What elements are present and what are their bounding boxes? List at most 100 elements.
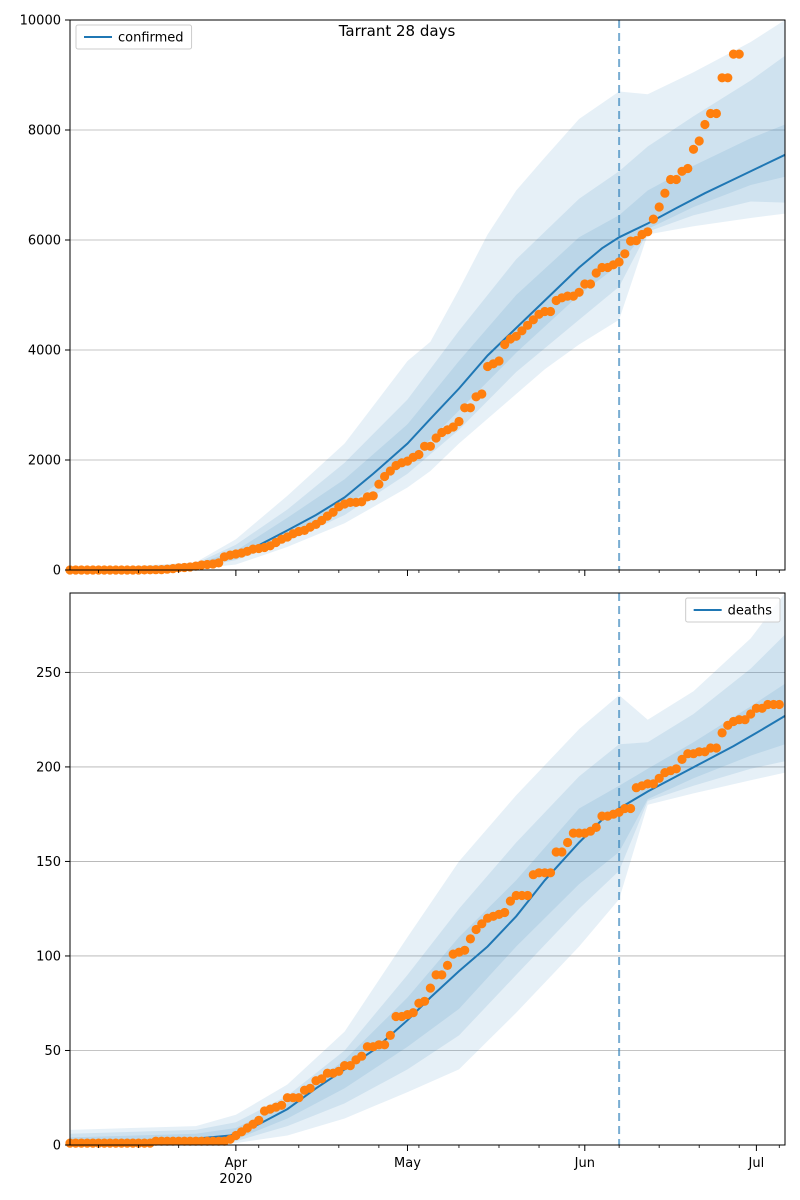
y-tick-label: 200 <box>36 760 61 775</box>
confirmed-legend-label: confirmed <box>118 31 184 46</box>
observed-point <box>494 356 504 366</box>
observed-point <box>591 822 601 833</box>
observed-point <box>631 236 641 246</box>
observed-point <box>711 743 722 753</box>
observed-point <box>380 471 390 482</box>
y-tick-label: 0 <box>53 564 61 579</box>
observed-point <box>591 268 601 278</box>
observed-point <box>740 715 750 725</box>
observed-point <box>345 1061 355 1071</box>
plot-frame <box>69 19 786 571</box>
x-tick-label: Jun <box>574 1156 595 1171</box>
deaths-legend-box <box>685 597 781 623</box>
observed-point <box>574 287 584 297</box>
y-tick-label: 50 <box>44 1044 61 1059</box>
observed-point <box>368 491 378 501</box>
y-tick-label: 10000 <box>20 14 61 29</box>
observed-point <box>545 306 556 317</box>
uncertainty-band <box>70 55 785 571</box>
observed-point <box>448 422 458 432</box>
deaths-legend: deaths <box>685 597 781 623</box>
observed-point <box>523 320 533 330</box>
observed-point <box>654 202 664 212</box>
uncertainty-band <box>70 124 785 570</box>
confirmed-axes: 0 2000 4000 6000 8000 10000 <box>20 14 786 579</box>
observed-point <box>500 339 510 350</box>
observed-point <box>214 558 224 568</box>
observed-point <box>774 699 784 710</box>
observed-point <box>654 773 664 783</box>
observed-point <box>460 945 470 955</box>
observed-point <box>694 136 704 146</box>
observed-point <box>523 890 533 901</box>
observed-point <box>328 507 338 517</box>
observed-point <box>648 214 659 224</box>
observed-point <box>294 1093 304 1103</box>
deaths-gridlines <box>70 671 785 1051</box>
uncertainty-band <box>70 634 785 1145</box>
observed-point <box>425 983 435 993</box>
observed-point <box>385 466 395 476</box>
uncertainty-band <box>70 683 785 1145</box>
deaths-median-line <box>69 715 786 1145</box>
y-tick-label: 4000 <box>28 344 61 359</box>
observed-point <box>254 1115 264 1125</box>
observed-point <box>425 441 435 451</box>
observed-point <box>746 709 756 719</box>
observed-point <box>683 163 693 174</box>
observed-point <box>614 257 624 267</box>
observed-point <box>500 907 510 918</box>
confirmed-uncertainty-bands <box>70 20 785 571</box>
observed-point <box>442 960 453 971</box>
x-tick-label: May <box>394 1156 421 1171</box>
observed-point <box>317 1074 327 1084</box>
observed-point <box>688 144 699 154</box>
observed-point <box>374 479 384 489</box>
observed-point <box>511 331 521 341</box>
observed-point <box>517 326 527 336</box>
observed-point <box>528 315 538 325</box>
y-tick-label: 2000 <box>28 454 61 469</box>
y-tick-label: 250 <box>36 666 61 681</box>
observed-point <box>471 924 481 935</box>
x-tick-sublabel: 2020 <box>219 1172 252 1187</box>
y-tick-label: 6000 <box>28 234 61 249</box>
observed-point <box>557 847 567 857</box>
y-tick-label: 8000 <box>28 124 61 139</box>
observed-point <box>563 837 573 848</box>
observed-point <box>454 416 464 427</box>
y-tick-label: 0 <box>53 1139 61 1154</box>
observed-point <box>545 868 556 878</box>
y-tick-label: 150 <box>36 855 61 870</box>
observed-point <box>437 970 447 980</box>
observed-point <box>643 227 653 237</box>
observed-point <box>477 389 487 399</box>
observed-point <box>334 1066 344 1076</box>
observed-point <box>357 1051 367 1061</box>
observed-point <box>305 1083 315 1093</box>
plot-frame <box>69 592 786 1146</box>
observed-point <box>277 1100 287 1110</box>
uncertainty-band <box>70 593 785 1145</box>
observed-point <box>626 803 636 814</box>
confirmed-chart-panel: 0 2000 4000 6000 8000 10000 Tarrant 28 days c… <box>20 14 786 579</box>
x-tick-label: Jul <box>748 1156 765 1171</box>
observed-point <box>465 934 475 944</box>
observed-point <box>477 919 487 929</box>
y-tick-label: 100 <box>36 949 61 964</box>
observed-point <box>465 403 475 413</box>
chart-title: Tarrant 28 days <box>338 22 456 40</box>
uncertainty-band <box>70 20 785 570</box>
confirmed-gridlines <box>70 19 785 461</box>
observed-point <box>723 73 733 83</box>
median-line <box>69 715 786 1145</box>
observed-point <box>711 108 722 119</box>
deaths-legend-label: deaths <box>728 604 773 619</box>
x-tick-label: Apr <box>225 1156 248 1171</box>
observed-point <box>380 1040 390 1050</box>
observed-point <box>717 728 727 738</box>
